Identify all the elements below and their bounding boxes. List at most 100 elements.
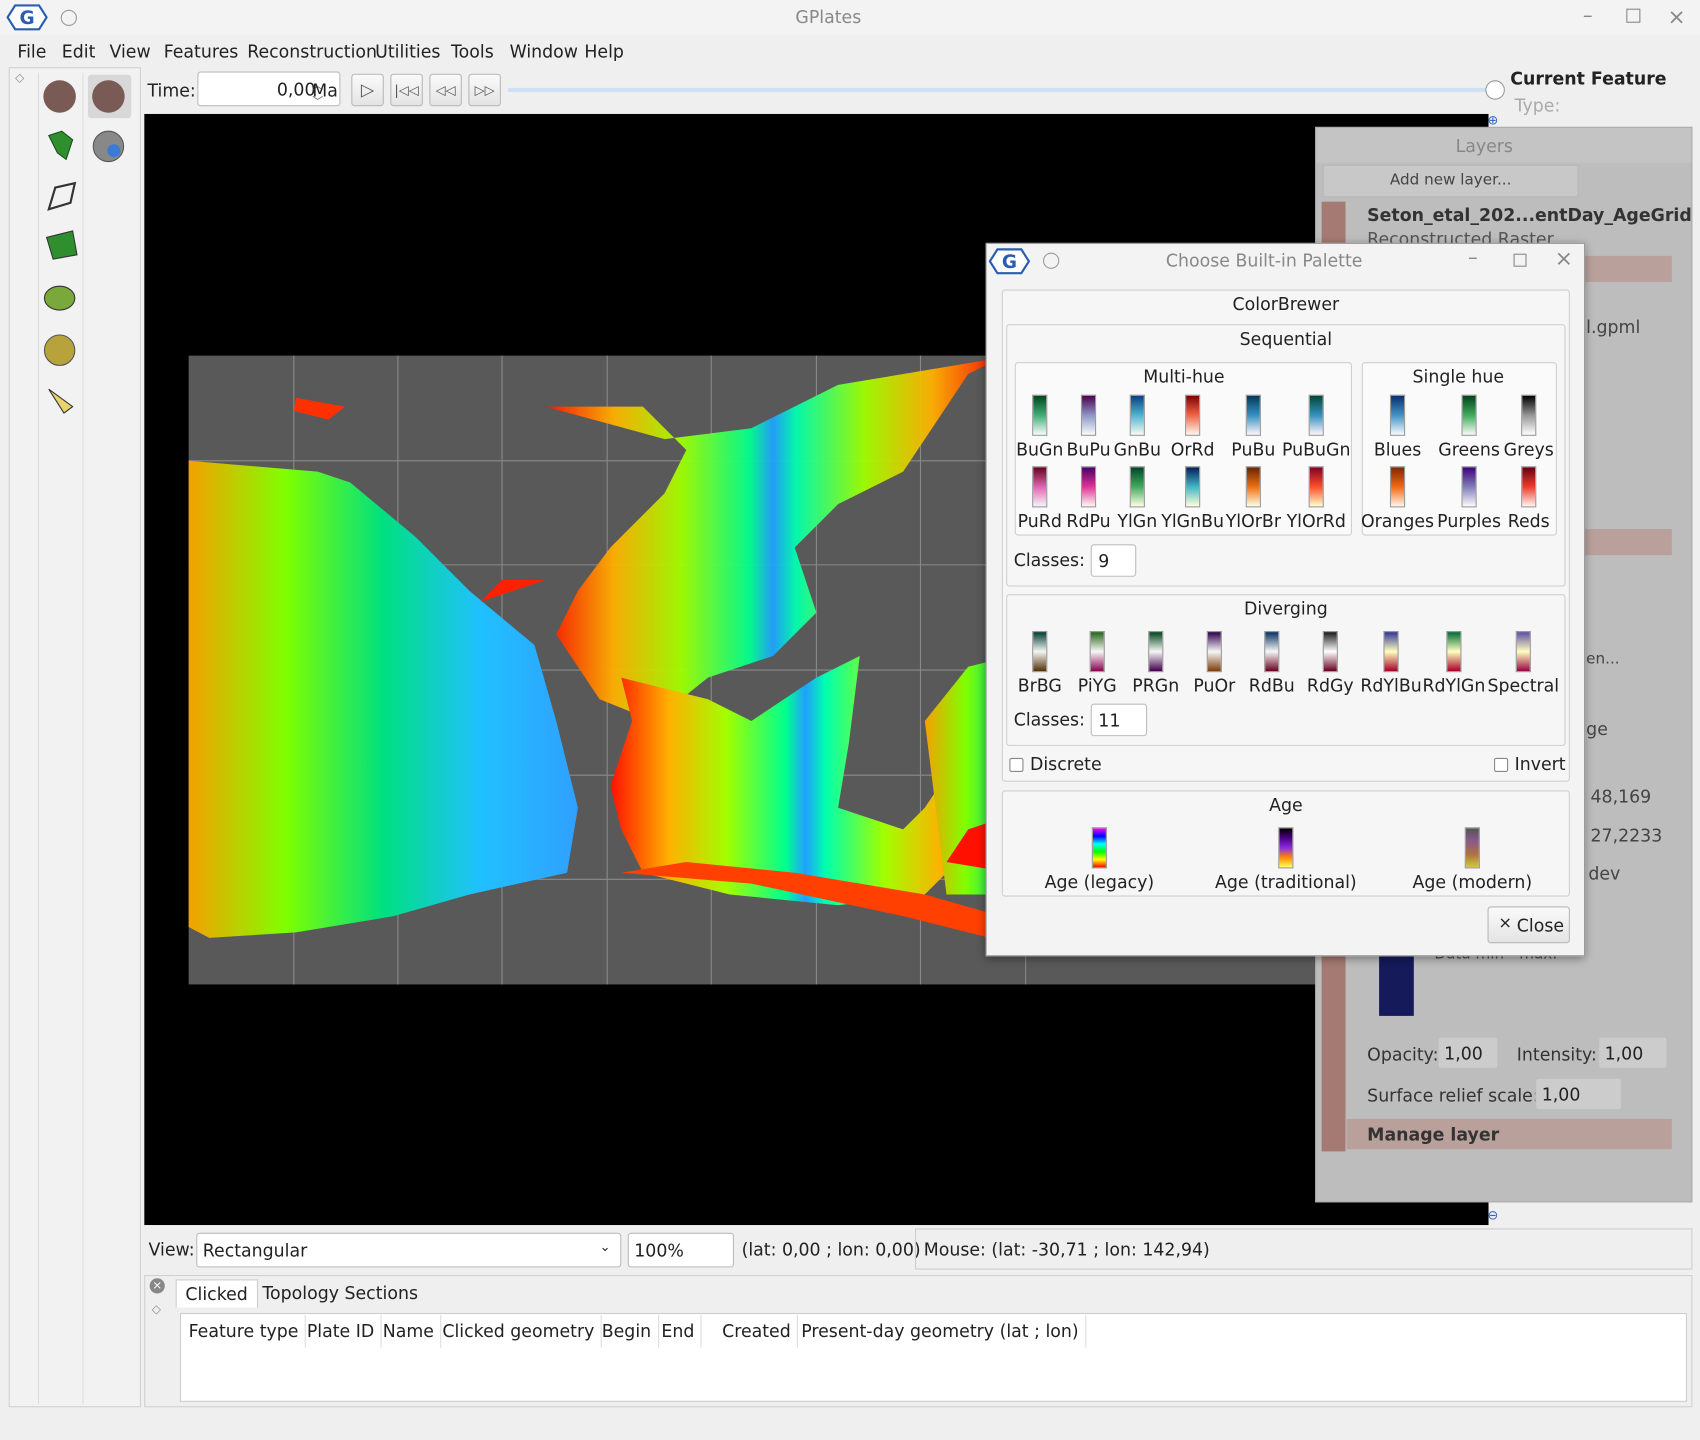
palette-name[interactable]: RdYlBu [1360, 675, 1422, 697]
palette-name[interactable]: Age (traditional) [1215, 871, 1357, 893]
palette-name[interactable]: Spectral [1487, 675, 1560, 697]
palette-swatch[interactable] [1515, 631, 1531, 673]
menu-item[interactable]: Help [584, 41, 624, 62]
palette-swatch[interactable] [1080, 466, 1097, 508]
tool-drag-globe[interactable] [43, 80, 76, 113]
menu-item[interactable]: Utilities [375, 41, 441, 62]
palette-name[interactable]: RdPu [1066, 510, 1111, 532]
minimize[interactable]: – [1582, 4, 1593, 28]
column-header[interactable]: Name [382, 1315, 442, 1348]
palette-name[interactable]: RdGy [1306, 675, 1354, 697]
palette-name[interactable]: Age (legacy) [1044, 871, 1155, 893]
intensity-input[interactable]: 1,00 [1598, 1036, 1668, 1070]
palette-swatch[interactable] [1245, 466, 1261, 508]
palette-name[interactable]: BuGn [1016, 439, 1064, 460]
tool-click-feature[interactable] [48, 130, 74, 161]
palette-swatch[interactable] [1089, 631, 1105, 673]
palette-swatch[interactable] [1389, 466, 1406, 508]
close-dialog[interactable]: × [1554, 245, 1573, 272]
palette-swatch[interactable] [1032, 631, 1048, 673]
palette-name[interactable]: Reds [1507, 510, 1550, 532]
palette-name[interactable]: BrBG [1017, 675, 1062, 697]
palette-swatch[interactable] [1308, 394, 1324, 436]
close-window[interactable]: × [1667, 3, 1686, 30]
tool-digitise[interactable] [47, 181, 77, 211]
palette-name[interactable]: Purples [1437, 510, 1502, 532]
palette-name[interactable]: GnBu [1113, 439, 1161, 460]
palette-name[interactable]: YlOrBr [1225, 510, 1281, 532]
palette-swatch[interactable] [1148, 631, 1164, 673]
zoom-input[interactable]: 100% [627, 1232, 735, 1268]
maximize[interactable] [1626, 8, 1641, 23]
pin-button[interactable] [60, 9, 77, 27]
palette-swatch[interactable] [1278, 827, 1294, 869]
palette-swatch[interactable] [1206, 631, 1222, 673]
menu-item[interactable]: Edit [61, 41, 96, 62]
pin-button[interactable] [1043, 252, 1060, 269]
palette-name[interactable]: YlGnBu [1161, 510, 1224, 532]
palette-name[interactable]: Blues [1373, 439, 1422, 460]
column-header[interactable]: Begin [601, 1315, 659, 1348]
zoom-out-icon[interactable]: ⊖ [1487, 1207, 1499, 1223]
time-slider[interactable] [507, 87, 1492, 93]
palette-name[interactable]: Greys [1503, 439, 1554, 460]
palette-name[interactable]: RdBu [1248, 675, 1295, 697]
column-header[interactable]: Present-day geometry (lat ; lon) [800, 1315, 1087, 1348]
column-header[interactable]: Created [721, 1315, 799, 1348]
column-header[interactable]: Plate ID [306, 1315, 382, 1348]
menu-item[interactable]: View [109, 41, 151, 62]
add-layer-button[interactable]: Add new layer... [1322, 164, 1579, 198]
palette-swatch[interactable] [1185, 466, 1201, 508]
palette-swatch[interactable] [1245, 394, 1261, 436]
zoom-in-icon[interactable]: ⊕ [1487, 112, 1499, 128]
discrete-checkbox[interactable] [1009, 757, 1024, 772]
classes-input[interactable]: 11 [1090, 703, 1148, 737]
palette-swatch[interactable] [1383, 631, 1399, 673]
column-header[interactable]: Clicked geometry [441, 1315, 602, 1348]
invert-checkbox[interactable] [1494, 757, 1509, 772]
tool-pole[interactable] [43, 285, 76, 311]
tool-zoom[interactable] [92, 130, 125, 163]
step-back[interactable]: ◁◁ [429, 73, 462, 107]
palette-swatch[interactable] [1389, 394, 1406, 436]
palette-swatch[interactable] [1521, 394, 1537, 436]
reset-button[interactable]: |◁◁ [390, 73, 423, 107]
maximize[interactable] [1513, 253, 1527, 267]
classes-input[interactable]: 9 [1090, 544, 1137, 577]
palette-swatch[interactable] [1461, 466, 1477, 508]
palette-swatch[interactable] [1308, 466, 1324, 508]
invert-label[interactable]: Invert [1514, 753, 1566, 775]
palette-swatch[interactable] [1129, 394, 1145, 436]
palette-name[interactable]: Greens [1438, 439, 1500, 460]
manage-layer[interactable]: Manage layer [1367, 1124, 1500, 1145]
column-header[interactable]: Feature type [188, 1315, 307, 1348]
palette-swatch[interactable] [1032, 394, 1048, 436]
palette-name[interactable]: BuPu [1066, 439, 1111, 460]
column-header[interactable]: End [660, 1315, 702, 1348]
tool-measure[interactable] [48, 388, 74, 414]
palette-swatch[interactable] [1521, 466, 1537, 508]
time-input[interactable]: 0,00 [197, 71, 341, 107]
close-panel[interactable]: × [149, 1278, 165, 1294]
minimize[interactable]: – [1468, 246, 1478, 269]
palette-swatch[interactable] [1322, 631, 1338, 673]
palette-swatch[interactable] [1446, 631, 1462, 673]
opacity-input[interactable]: 1,00 [1437, 1036, 1499, 1070]
view-combo[interactable]: Rectangular [196, 1232, 622, 1268]
palette-name[interactable]: PiYG [1077, 675, 1117, 697]
palette-name[interactable]: PuBu [1231, 439, 1276, 460]
menu-item[interactable]: File [17, 41, 47, 62]
tab[interactable]: Clicked [175, 1279, 258, 1308]
slider-handle[interactable] [1485, 80, 1505, 100]
discrete-label[interactable]: Discrete [1029, 753, 1102, 775]
palette-swatch[interactable] [1091, 827, 1107, 869]
palette-name[interactable]: YlOrRd [1286, 510, 1346, 532]
palette-swatch[interactable] [1080, 394, 1097, 436]
tool-move-vertex[interactable] [45, 230, 78, 260]
palette-name[interactable]: PuOr [1193, 675, 1236, 697]
tool-small-circle[interactable] [43, 334, 76, 366]
menu-item[interactable]: Features [163, 41, 239, 62]
palette-name[interactable]: Age (modern) [1412, 871, 1533, 893]
menu-item[interactable]: Reconstruction [247, 41, 378, 62]
tool-zoom-globe[interactable] [92, 80, 125, 113]
